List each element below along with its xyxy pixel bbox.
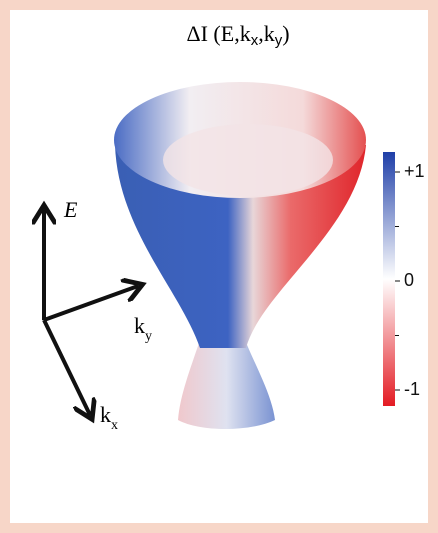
colorbar — [383, 152, 395, 406]
e-label: E — [63, 197, 78, 222]
title: ΔI (E,kx,ky) — [186, 21, 289, 49]
colorbar-tick-label: -1 — [404, 379, 420, 399]
figure: ΔI (E,kx,ky) E ky kx +10-1 — [0, 0, 438, 533]
surface-top-inner — [163, 124, 333, 196]
colorbar-tick-label: 0 — [404, 270, 414, 290]
colorbar-tick-label: +1 — [404, 161, 425, 181]
